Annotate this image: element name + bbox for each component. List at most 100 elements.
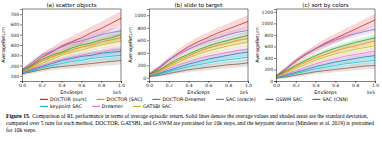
tick-label: 0.0	[273, 83, 280, 88]
tick-label: 600	[264, 44, 273, 49]
tick-label: 0.6	[332, 83, 339, 88]
axis-line	[20, 10, 23, 82]
tick: 700	[10, 12, 22, 17]
tick-label: 1.0	[372, 83, 379, 88]
legend-item: SAC (oracle)	[216, 97, 256, 102]
caption: Comparison of RL performance in terms of…	[32, 113, 369, 119]
tick: 1000	[135, 13, 149, 18]
tick-label: 1200	[262, 10, 274, 15]
tick-label: 1.0	[245, 83, 252, 88]
tick-label: 400	[264, 56, 273, 61]
legend-swatch	[40, 106, 48, 107]
frame	[276, 9, 375, 10]
legend-label: GATSBI SAC	[143, 104, 172, 109]
tick: 1.0	[118, 81, 125, 88]
tick-label: 1.0	[118, 83, 125, 88]
tick-label: 0.6	[205, 83, 212, 88]
series-line	[149, 57, 248, 76]
tick-label: 400	[137, 51, 146, 56]
tick-label: 0	[143, 76, 146, 81]
plot-area	[149, 15, 248, 78]
frame	[149, 9, 248, 10]
tick-mark	[20, 24, 22, 25]
tick-label: 500	[10, 33, 19, 38]
series-line	[22, 31, 121, 70]
tick: 0.0	[146, 81, 153, 88]
tick-label: 0.2	[293, 83, 300, 88]
y-axis-label: AverageReturn	[1, 27, 6, 63]
tick-mark	[274, 12, 276, 13]
tick-mark	[20, 45, 22, 46]
tick-label: 0.2	[39, 83, 46, 88]
tick: 0.4	[59, 81, 66, 88]
legend-label: SAC (oracle)	[226, 97, 256, 102]
tick-label: 600	[137, 38, 146, 43]
tick-mark	[147, 53, 149, 54]
legend-item: DOCTOR (SAC)	[97, 97, 143, 102]
std-band	[276, 48, 375, 79]
tick: 600	[264, 44, 276, 49]
plot-area	[276, 14, 375, 79]
series-line	[22, 41, 121, 72]
series-line	[276, 29, 375, 76]
tick-label: 1000	[262, 21, 274, 26]
frame	[22, 9, 121, 10]
tick: 0.2	[293, 81, 300, 88]
legend-label: DOCTOR (ours)	[50, 97, 87, 102]
caption: computed over 5 runs for each method. DO…	[6, 120, 374, 127]
tick-label: 800	[137, 26, 146, 31]
tick: 600	[137, 38, 149, 43]
tick: 500	[10, 33, 22, 38]
tick-label: 0	[270, 79, 273, 84]
tick: 0.8	[98, 81, 105, 88]
tick-label: 0.4	[313, 83, 320, 88]
legend-swatch	[266, 99, 274, 100]
title: (a) scatter objects	[46, 2, 96, 9]
tick-label: 200	[10, 64, 19, 69]
y-axis: 0 200 400 600 800 1000	[135, 10, 150, 82]
panel: 0.00.20.40.60.81.0100200300400500600700(…	[1, 2, 125, 96]
annotation: 1e5	[240, 90, 249, 95]
axis-line	[23, 82, 122, 84]
tick-label: 600	[10, 22, 19, 27]
tick-label: 0.0	[19, 83, 26, 88]
tick: 0	[270, 79, 276, 84]
series-line	[22, 18, 121, 70]
tick: 800	[137, 26, 149, 31]
axis-line	[147, 10, 150, 82]
annotation: 1e5	[113, 90, 122, 95]
tick: 400	[10, 43, 22, 48]
tick-label: 0.2	[166, 83, 173, 88]
tick: 0	[143, 76, 149, 81]
frame	[375, 9, 376, 81]
series-line	[149, 42, 248, 75]
std-band	[149, 38, 248, 76]
tick-label: 100	[10, 74, 19, 79]
tick: 200	[10, 64, 22, 69]
series-line	[149, 49, 248, 75]
tick-mark	[147, 78, 149, 79]
legend-item: DOCTOR-Dreamer	[152, 97, 205, 102]
caption-label: Figure 15.	[6, 113, 31, 119]
tick-mark	[147, 65, 149, 66]
tick-mark	[274, 58, 276, 59]
tick: 200	[137, 63, 149, 68]
tick: 0.8	[352, 81, 359, 88]
y-axis: 100200300400500600700	[10, 10, 22, 82]
tick: 1.0	[372, 81, 379, 88]
x-axis: 0.00.20.40.60.81.0	[146, 81, 252, 88]
legend-label: DOCTOR-Dreamer	[162, 97, 205, 102]
series-line	[149, 30, 248, 74]
plot-area	[22, 11, 121, 75]
tick: 400	[264, 56, 276, 61]
tick: 0.0	[19, 81, 26, 88]
title: (b) slide to target	[174, 2, 223, 9]
legend-item: keypoint SAC	[40, 104, 82, 109]
tick-label: 0.8	[225, 83, 232, 88]
tick-label: 800	[264, 33, 273, 38]
legend-label: Dreamer	[102, 104, 123, 109]
tick: 600	[10, 22, 22, 27]
tick-mark	[20, 66, 22, 67]
x-axis-label: EnvSteps	[314, 90, 337, 95]
tick-mark	[147, 28, 149, 29]
